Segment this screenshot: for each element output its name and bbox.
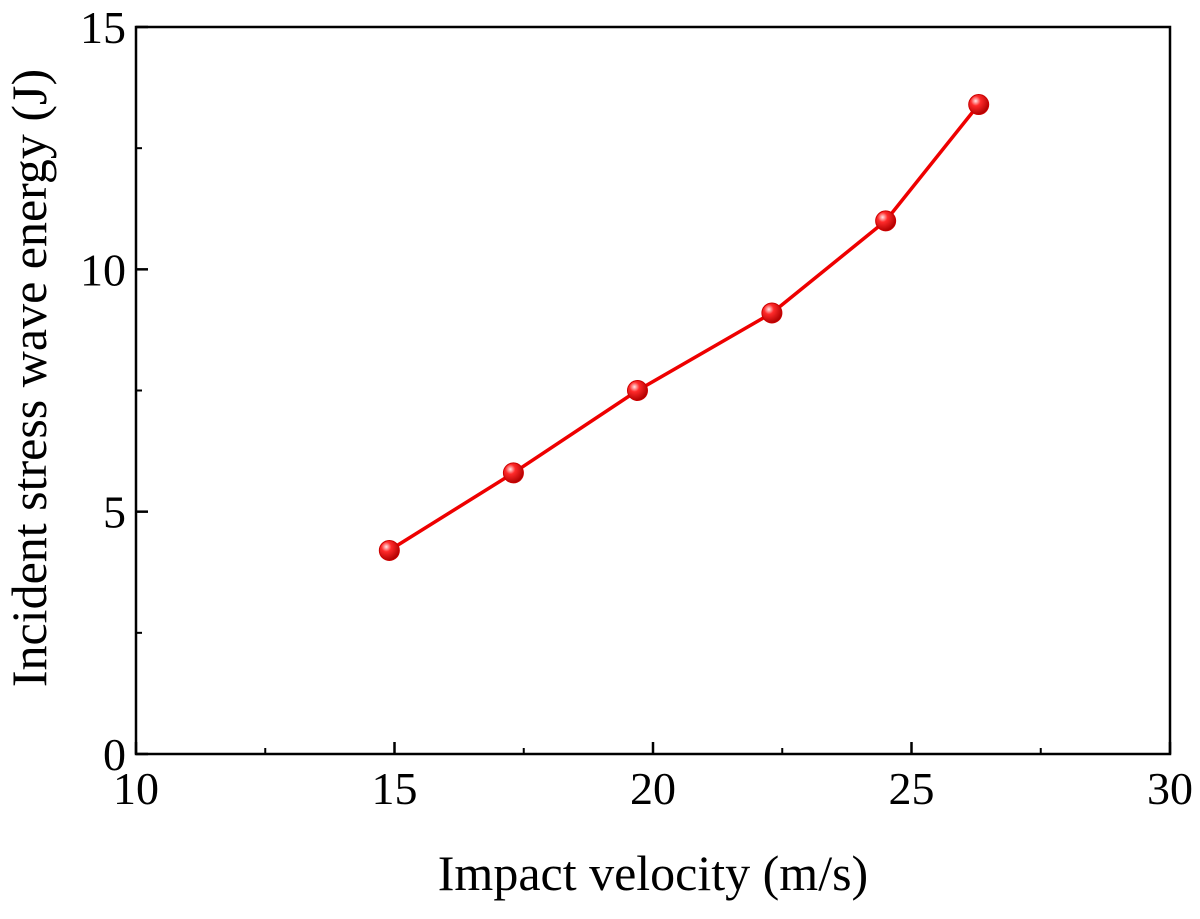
x-tick-label: 15 [372, 763, 418, 814]
y-tick-label: 5 [103, 487, 126, 538]
data-point [875, 210, 897, 232]
x-tick-label: 25 [889, 763, 935, 814]
y-tick-label: 15 [80, 2, 126, 53]
y-axis-label: Incident stress wave energy (J) [1, 69, 57, 687]
x-tick-label: 10 [113, 763, 159, 814]
data-point [502, 462, 524, 484]
series-line [388, 103, 981, 552]
y-tick-label: 10 [80, 244, 126, 295]
x-tick-label: 30 [1147, 763, 1193, 814]
data-point [968, 94, 990, 116]
y-tick-label: 0 [103, 729, 126, 780]
plot-area: 10 15 20 25 30 0 5 10 15 [80, 2, 1193, 814]
data-point [761, 302, 783, 324]
plot-frame [134, 25, 1172, 756]
data-point [626, 380, 648, 401]
data-point [378, 539, 400, 561]
x-axis-label: Impact velocity (m/s) [438, 845, 868, 901]
x-tick-label: 20 [630, 763, 676, 814]
